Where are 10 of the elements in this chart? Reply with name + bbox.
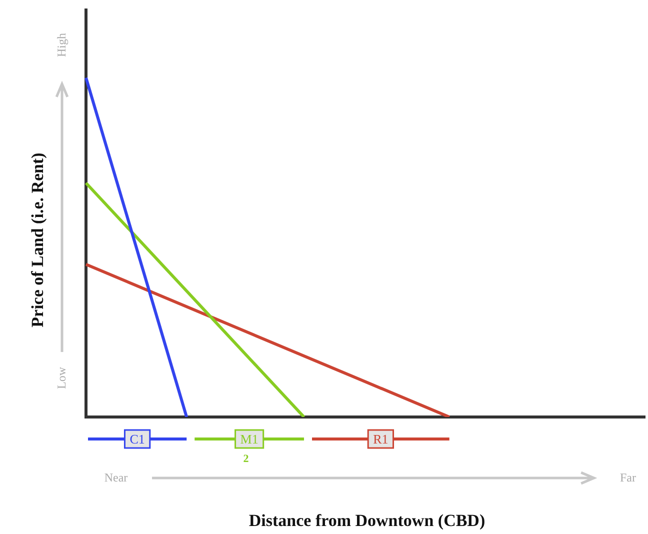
text: High bbox=[54, 33, 70, 57]
text: Low bbox=[54, 367, 70, 389]
text: C1 bbox=[130, 431, 145, 446]
text: Far bbox=[620, 470, 636, 486]
text: Near bbox=[104, 470, 128, 486]
text: 2 bbox=[243, 453, 249, 465]
text: Distance from Downtown (CBD) bbox=[248, 511, 486, 531]
text: M1 bbox=[240, 431, 258, 446]
text: R1 bbox=[373, 431, 388, 446]
y-axis-title: Price of Land (i.e. Rent) bbox=[28, 152, 48, 328]
